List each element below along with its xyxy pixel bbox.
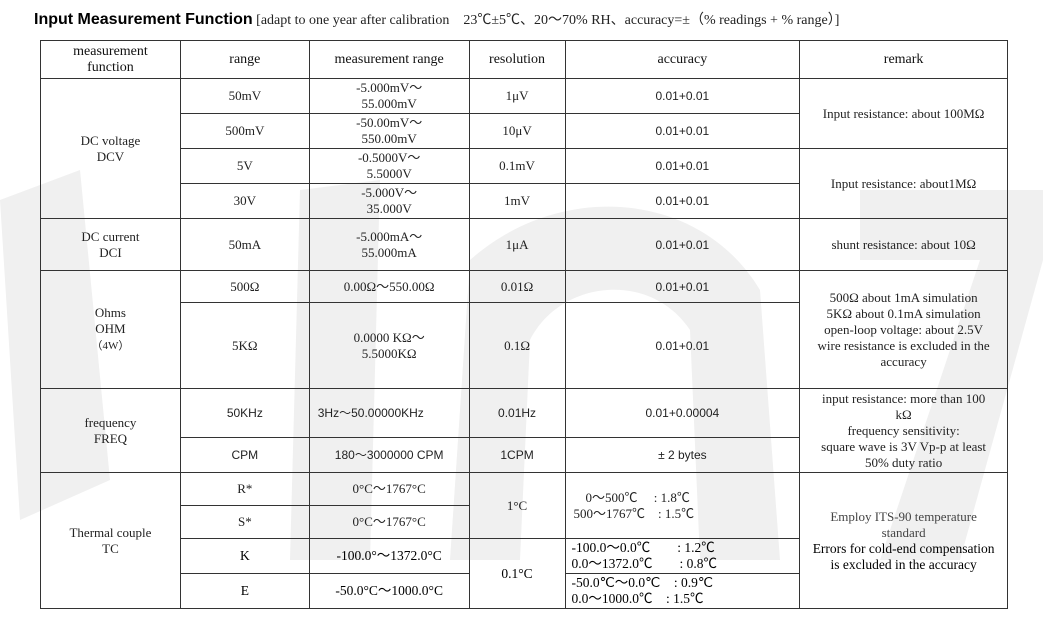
title-note: [adapt to one year after calibration 23℃… <box>256 13 840 28</box>
table-row: frequency FREQ 50KHz 3Hz～50.00000KHz 0.01… <box>40 388 1008 473</box>
measurement-range-cell: 3Hz～50.00000KHz <box>308 388 470 438</box>
accuracy-cell: ± 2 bytes <box>564 437 801 473</box>
page-title: Input Measurement Function [adapt to one… <box>34 11 840 28</box>
remark-cell: Input resistance: about1MΩ <box>799 148 1008 219</box>
function-dci: DC current DCI <box>40 218 181 271</box>
measurement-range-cell: 0.0000 KΩ～ 5.5000KΩ <box>308 302 470 389</box>
header-range: range <box>179 40 310 79</box>
table-row: Thermal couple TC R* 0°C～1767°C 1°C 0～500… <box>40 472 1008 609</box>
accuracy-cell: 0.01+0.01 <box>564 218 801 271</box>
resolution-cell: 10μV <box>468 113 566 149</box>
header-accuracy: accuracy <box>564 40 801 79</box>
resolution-cell: 0.01Ω <box>468 270 566 303</box>
resolution-cell: 0.01Hz <box>468 388 566 438</box>
table-row: DC voltage DCV 50mV -5.000mV～ 55.000mV 1μV… <box>40 78 1008 219</box>
range-cell: CPM <box>179 437 310 473</box>
range-cell: 30V <box>179 183 310 219</box>
accuracy-cell: 0.01+0.01 <box>564 270 801 303</box>
resolution-cell: 1μV <box>468 78 566 114</box>
measurement-range-cell: 0.00Ω～550.00Ω <box>308 270 470 303</box>
measurement-range-cell: -5.000mA～ 55.000mA <box>308 218 470 271</box>
accuracy-cell: 0.01+0.00004 <box>564 388 801 438</box>
resolution-cell: 0.1Ω <box>468 302 566 389</box>
accuracy-cell: 0.01+0.01 <box>564 113 801 149</box>
resolution-cell: 1mV <box>468 183 566 219</box>
accuracy-cell: 0.01+0.01 <box>564 302 801 389</box>
remark-cell: shunt resistance: about 10Ω <box>799 218 1008 271</box>
header-remark: remark <box>799 40 1008 79</box>
measurement-range-cell: -50.00mV～ 550.00mV <box>308 113 470 149</box>
measurement-range-cell: 0°C～1767°C <box>308 505 470 539</box>
function-tc: Thermal couple TC <box>40 472 181 609</box>
header-resolution: resolution <box>468 40 566 79</box>
range-cell: 50KHz <box>179 388 310 438</box>
remark-cell: input resistance: more than 100 kΩ frequen… <box>799 388 1008 473</box>
accuracy-cell: 0.01+0.01 <box>564 78 801 114</box>
remark-cell: Employ ITS-90 temperature standard Errors … <box>799 472 1008 609</box>
function-ohm: Ohms OHM （4W） <box>40 270 181 389</box>
range-cell: 500mV <box>179 113 310 149</box>
measurement-range-cell: -50.0°C～1000.0°C <box>308 573 470 609</box>
resolution-cell: 1°C <box>468 472 566 539</box>
remark-cell: 500Ω about 1mA simulation 5KΩ about 0.1mA… <box>799 270 1008 389</box>
range-cell: 5V <box>179 148 310 184</box>
accuracy-cell: 0.01+0.01 <box>564 183 801 219</box>
header-row: measurement function range measurement r… <box>40 40 1008 79</box>
range-cell: 50mV <box>179 78 310 114</box>
range-cell: 50mA <box>179 218 310 271</box>
range-cell: S* <box>179 505 310 539</box>
measurement-range-cell: -100.0°～1372.0°C <box>308 538 470 574</box>
table-row: 5V -0.5000V～ 5.5000V 0.1mV 0.01+0.01 Inpu… <box>41 148 1008 219</box>
resolution-cell: 0.1mV <box>468 148 566 184</box>
accuracy-cell: -100.0～0.0℃ : 1.2℃ 0.0～1372.0℃ : 0.8℃ <box>564 538 801 574</box>
function-freq: frequency FREQ <box>40 388 181 473</box>
range-cell: 5KΩ <box>179 302 310 389</box>
function-dcv: DC voltage DCV <box>40 78 181 219</box>
resolution-cell: 1CPM <box>468 437 566 473</box>
range-cell: K <box>179 538 310 574</box>
measurement-range-cell: -5.000mV～ 55.000mV <box>308 78 470 114</box>
resolution-cell: 0.1°C <box>468 538 566 609</box>
measurement-range-cell: -0.5000V～ 5.5000V <box>308 148 470 184</box>
accuracy-cell: 0.01+0.01 <box>564 148 801 184</box>
table-row: DC current DCI 50mA -5.000mA～ 55.000mA 1μA… <box>40 218 1008 271</box>
range-cell: E <box>179 573 310 609</box>
table-row: Ohms OHM （4W） 500Ω 0.00Ω～550.00Ω 0.01Ω 0.0… <box>40 270 1008 389</box>
accuracy-cell: 0～500℃ : 1.8℃ 500～1767℃ : 1.5℃ <box>564 472 801 539</box>
header-measurement-range: measurement range <box>308 40 470 79</box>
measurement-range-cell: 0°C～1767°C <box>308 472 470 506</box>
table-row: E -50.0°C～1000.0°C -50.0℃～0.0℃ : 0.9℃ 0.0… <box>41 573 1008 609</box>
table-row: 500mV -50.00mV～ 550.00mV 10μV 0.01+0.01 <box>41 113 1008 149</box>
range-cell: 500Ω <box>179 270 310 303</box>
measurement-range-cell: 180～3000000 CPM <box>308 437 470 473</box>
resolution-cell: 1μA <box>468 218 566 271</box>
measurement-range-cell: -5.000V～ 35.000V <box>308 183 470 219</box>
range-cell: R* <box>179 472 310 506</box>
measurement-table: measurement function range measurement r… <box>40 40 1008 609</box>
accuracy-cell: -50.0℃～0.0℃ : 0.9℃ 0.0～1000.0℃ : 1.5℃ <box>564 573 801 609</box>
header-function: measurement function <box>40 40 181 79</box>
remark-cell: Input resistance: about 100MΩ <box>799 78 1008 149</box>
